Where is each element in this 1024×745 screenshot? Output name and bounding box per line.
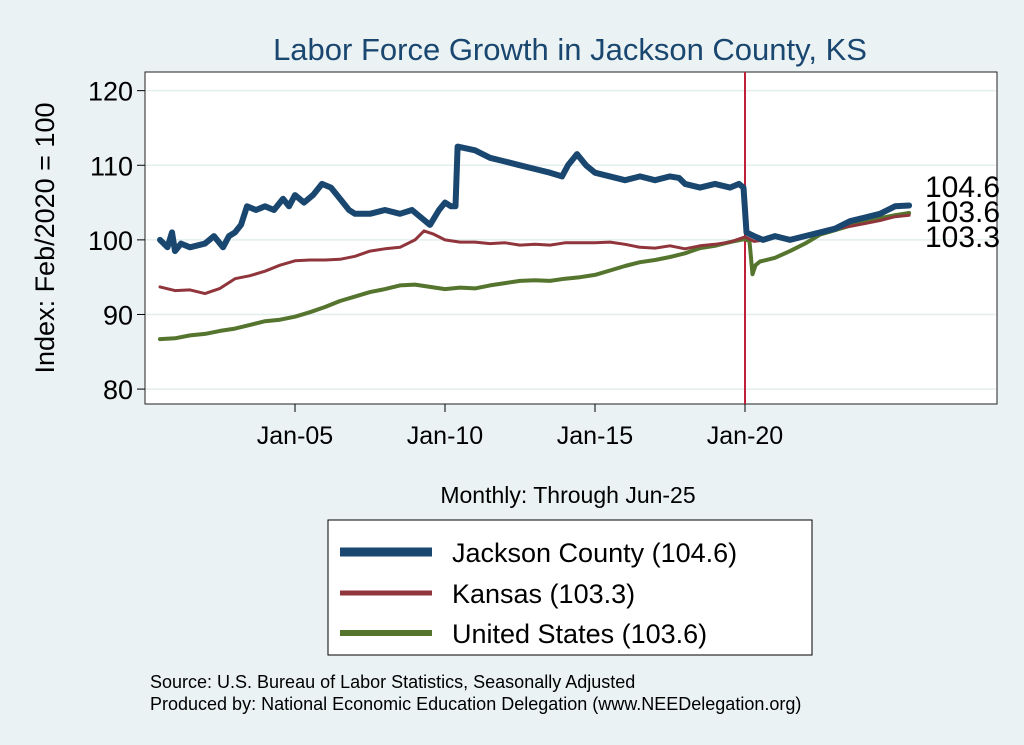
legend: Jackson County (104.6) Kansas (103.3) Un… xyxy=(327,519,813,656)
plot-area xyxy=(144,71,998,405)
y-tick-label-80: 80 xyxy=(103,375,133,405)
y-axis: 80 90 100 110 120 xyxy=(88,77,145,405)
legend-label-jackson: Jackson County (104.6) xyxy=(452,538,737,568)
y-tick-label-100: 100 xyxy=(88,226,133,256)
legend-label-united-states: United States (103.6) xyxy=(452,619,707,649)
y-tick-label-110: 110 xyxy=(90,151,133,181)
x-tick-label-jan-20: Jan-20 xyxy=(707,422,783,450)
source-note: Source: U.S. Bureau of Labor Statistics,… xyxy=(150,672,635,692)
chart-title: Labor Force Growth in Jackson County, KS xyxy=(273,32,867,67)
x-tick-label-jan-15: Jan-15 xyxy=(557,422,633,450)
end-label-kansas: 103.3 xyxy=(925,221,1000,254)
series-line-united-states xyxy=(158,211,912,342)
produced-by-note: Produced by: National Economic Education… xyxy=(150,694,801,714)
x-tick-label-jan-10: Jan-10 xyxy=(407,422,483,450)
series-layer xyxy=(157,143,913,342)
series-line-jackson-county xyxy=(157,143,913,255)
legend-label-kansas: Kansas (103.3) xyxy=(452,579,635,609)
end-label-united-states: 103.6 xyxy=(925,196,1000,229)
y-tick-label-90: 90 xyxy=(103,300,133,330)
y-axis-title: Index: Feb/2020 = 100 xyxy=(30,103,60,374)
y-tick-label-120: 120 xyxy=(88,77,133,107)
x-axis: Jan-05 Jan-10 Jan-15 Jan-20 xyxy=(257,404,783,450)
x-axis-title: Monthly: Through Jun-25 xyxy=(440,482,695,508)
end-label-jackson: 104.6 xyxy=(925,171,1000,204)
x-tick-label-jan-05: Jan-05 xyxy=(257,422,333,450)
gridlines xyxy=(146,89,996,390)
